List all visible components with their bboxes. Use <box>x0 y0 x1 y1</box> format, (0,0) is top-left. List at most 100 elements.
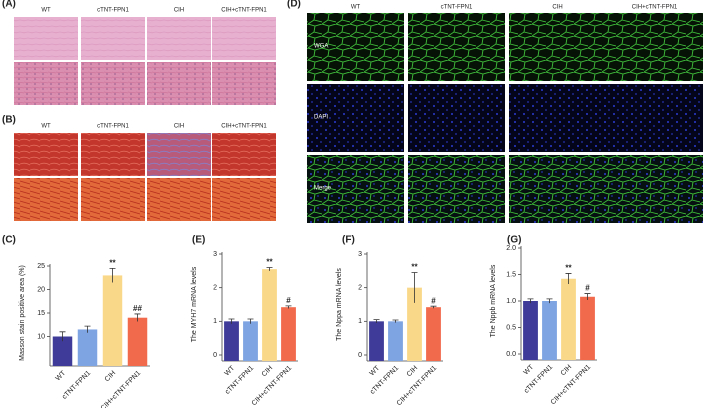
bar <box>388 321 403 361</box>
x-tick-label: WT <box>55 369 68 382</box>
micrograph <box>307 155 404 223</box>
error-bar <box>546 298 553 304</box>
error-bar <box>109 267 116 283</box>
panel-label: (F) <box>342 235 355 246</box>
bar <box>407 287 422 361</box>
panel-label: (A) <box>2 0 16 10</box>
bar <box>523 301 538 360</box>
y-tick-label: 0 <box>213 352 217 359</box>
error-bar <box>584 293 591 300</box>
bar <box>542 301 557 360</box>
micrograph <box>212 62 276 105</box>
x-tick-label: WT <box>369 364 382 377</box>
error-bar <box>392 319 399 323</box>
x-tick-label: WT <box>523 363 536 376</box>
column-header: CIH <box>552 5 562 11</box>
column-header: cTNT-FPN1 <box>97 124 129 130</box>
column-header: CIH+cTNT-FPN1 <box>221 8 267 14</box>
micrograph <box>81 17 145 60</box>
row-label: WGA <box>314 44 328 50</box>
y-tick-label: 0.0 <box>506 351 516 358</box>
micrograph <box>307 13 404 81</box>
bar <box>102 275 123 366</box>
y-tick-label: 2.0 <box>506 245 516 252</box>
panel-label: (G) <box>507 235 521 246</box>
bar <box>369 321 384 361</box>
y-axis-label: The Nppa mRNA levels <box>336 268 343 341</box>
bar <box>127 317 148 366</box>
error-bar <box>84 325 91 333</box>
x-tick-label: CIH <box>261 365 274 378</box>
x-tick-label: CIH <box>560 364 573 377</box>
error-bar <box>527 298 534 304</box>
column-header: cTNT-FPN1 <box>441 5 473 11</box>
bar <box>262 269 277 361</box>
y-tick-label: 3 <box>358 251 362 258</box>
micrograph <box>212 17 276 60</box>
bar <box>243 321 258 361</box>
micrograph <box>14 17 78 60</box>
bar <box>52 336 73 366</box>
y-axis-label: Masson stain positive area (%) <box>19 265 26 361</box>
column-header: CIH+cTNT-FPN1 <box>632 5 678 11</box>
column-header: CIH <box>174 8 184 14</box>
bar <box>580 296 595 360</box>
significance: ** <box>411 263 418 272</box>
row-label: Merge <box>314 186 332 192</box>
bar <box>281 307 296 361</box>
micrograph <box>408 155 505 223</box>
significance: # <box>585 284 590 293</box>
significance: ** <box>266 258 273 267</box>
micrograph <box>81 133 145 176</box>
micrograph <box>81 178 145 221</box>
y-tick-label: 2 <box>358 285 362 292</box>
micrograph <box>14 133 78 176</box>
bar <box>224 321 239 361</box>
error-bar <box>411 272 418 303</box>
micrograph <box>14 62 78 105</box>
y-tick-label: 1 <box>358 318 362 325</box>
micrograph <box>509 155 606 223</box>
y-tick-label: 25 <box>37 263 45 270</box>
micrograph <box>147 17 211 60</box>
micrograph <box>147 62 211 105</box>
y-tick-label: 0.5 <box>506 324 516 331</box>
y-tick-label: 3 <box>213 251 217 258</box>
error-bar <box>285 305 292 309</box>
panel-label: (E) <box>192 235 205 246</box>
micrograph <box>212 178 276 221</box>
significance: # <box>431 296 436 305</box>
column-header: WT <box>351 5 361 11</box>
bar <box>426 307 441 361</box>
y-tick-label: 2 <box>213 285 217 292</box>
column-header: cTNT-FPN1 <box>97 8 129 14</box>
column-header: CIH <box>174 124 184 130</box>
bar <box>77 329 98 366</box>
x-tick-label: CIH <box>104 370 117 383</box>
error-bar <box>565 273 572 285</box>
error-bar <box>228 318 235 324</box>
y-tick-label: 1.5 <box>506 271 516 278</box>
panel-label: (D) <box>287 0 301 10</box>
row-label: DAPI <box>314 115 328 121</box>
significance: ** <box>109 258 116 267</box>
error-bar <box>59 331 66 342</box>
y-axis-label: The MYH7 mRNA levels <box>191 266 198 342</box>
panel-label: (B) <box>2 115 16 126</box>
bar <box>561 278 576 360</box>
y-tick-label: 1.0 <box>506 298 516 305</box>
micrograph <box>509 13 606 81</box>
micrograph <box>606 84 703 152</box>
error-bar <box>247 318 254 324</box>
column-header: WT <box>41 8 51 14</box>
error-bar <box>266 267 273 271</box>
micrograph <box>307 84 404 152</box>
y-tick-label: 20 <box>37 286 45 293</box>
significance: ** <box>565 264 572 273</box>
micrograph <box>212 133 276 176</box>
micrograph <box>606 13 703 81</box>
micrograph <box>147 133 211 176</box>
micrograph <box>509 84 606 152</box>
